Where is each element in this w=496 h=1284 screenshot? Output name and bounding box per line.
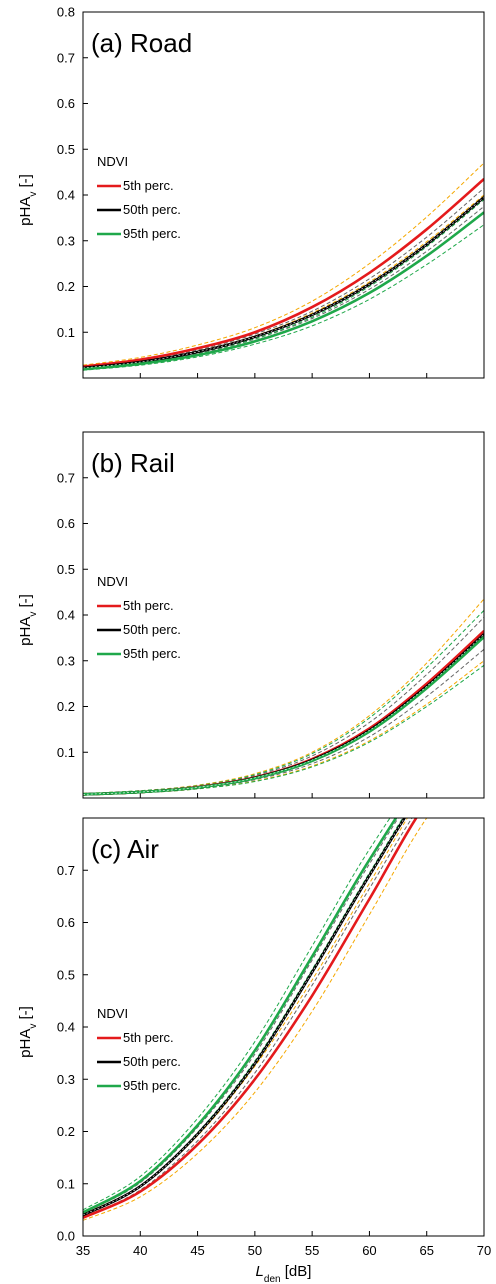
y-axis-title: pHAv [-]: [17, 594, 39, 646]
panel-title: (a) Road: [91, 28, 192, 58]
ci-line-upper: [83, 162, 484, 366]
series-line: [83, 178, 484, 368]
x-tick-label: 50: [248, 1243, 262, 1258]
ci-line-lower: [83, 224, 484, 371]
ci-line-lower: [83, 664, 484, 796]
legend-label: 50th perc.: [123, 622, 181, 637]
ci-line-upper: [83, 199, 484, 369]
y-tick-label: 0.5: [57, 562, 75, 577]
median-center-line: [83, 633, 484, 795]
y-tick-label: 0.2: [57, 1124, 75, 1139]
series-line: [83, 818, 418, 1219]
plot-frame: [82, 431, 485, 799]
series-line: [83, 818, 407, 1217]
legend-label: 50th perc.: [123, 1054, 181, 1069]
ci-line-upper: [83, 818, 399, 1214]
y-tick-label: 0.1: [57, 325, 75, 340]
panel-title: (b) Rail: [91, 448, 175, 478]
curves: [83, 162, 484, 371]
curves: [83, 818, 428, 1221]
legend-label: 5th perc.: [123, 178, 174, 193]
y-tick-label: 0.6: [57, 516, 75, 531]
ci-line-lower: [83, 818, 428, 1221]
ci-line-upper: [83, 616, 484, 795]
legend-label: 95th perc.: [123, 226, 181, 241]
y-axis-title: pHAv [-]: [17, 1006, 39, 1058]
y-tick-label: 0.5: [57, 142, 75, 157]
series-line: [83, 211, 484, 371]
y-tick-label: 0.4: [57, 188, 75, 203]
legend-title: NDVI: [97, 1006, 128, 1021]
legend-title: NDVI: [97, 154, 128, 169]
y-tick-label: 0.4: [57, 1020, 75, 1035]
plot-frame: [82, 11, 485, 379]
panel-2: 0.0 0.1 0.2 0.3 0.4 0.5 0.6 0.7 35 40 45 50 55 60 65 70…: [17, 817, 491, 1258]
legend-label: 5th perc.: [123, 1030, 174, 1045]
median-center-line: [83, 197, 484, 369]
y-tick-label: 0.2: [57, 699, 75, 714]
y-tick-label: 0.1: [57, 1176, 75, 1191]
legend-label: 5th perc.: [123, 598, 174, 613]
ci-line-upper: [83, 818, 408, 1215]
median-center-line: [83, 818, 405, 1216]
curves: [83, 598, 484, 796]
legend-label: 95th perc.: [123, 646, 181, 661]
ci-line-upper: [83, 818, 391, 1211]
ci-line-lower: [83, 818, 404, 1216]
x-tick-label: 55: [305, 1243, 319, 1258]
y-tick-label: 0.6: [57, 915, 75, 930]
x-tick-label: 65: [419, 1243, 433, 1258]
panel-0: 0.1 0.2 0.3 0.4 0.5 0.6 0.7 0.8 (a) Road NDVI 5th …: [17, 5, 485, 379]
x-tick-label: 45: [190, 1243, 204, 1258]
y-tick-label: 0.8: [57, 5, 75, 20]
y-tick-label: 0.1: [57, 745, 75, 760]
y-tick-label: 0.5: [57, 967, 75, 982]
y-axis-title: pHAv [-]: [17, 174, 39, 226]
ci-line-lower: [83, 648, 484, 796]
panel-title: (c) Air: [91, 834, 159, 864]
plot-frame: [82, 817, 485, 1237]
legend-label: 95th perc.: [123, 1078, 181, 1093]
legend-label: 50th perc.: [123, 202, 181, 217]
y-tick-label: 0.2: [57, 279, 75, 294]
x-tick-label: 35: [76, 1243, 90, 1258]
y-tick-label: 0.7: [57, 863, 75, 878]
ci-line-upper: [83, 610, 484, 794]
panel-1: 0.1 0.2 0.3 0.4 0.5 0.6 0.7 (b) Rail NDVI 5th per…: [17, 431, 485, 799]
x-tick-label: 70: [477, 1243, 491, 1258]
y-tick-label: 0.4: [57, 608, 75, 623]
series-line: [83, 818, 398, 1214]
ci-line-lower: [83, 660, 484, 796]
x-tick-label: 40: [133, 1243, 147, 1258]
y-tick-label: 0.7: [57, 470, 75, 485]
series-line: [83, 196, 484, 370]
x-tick-label: 60: [362, 1243, 376, 1258]
ci-line-lower: [83, 818, 413, 1218]
y-tick-label: 0.7: [57, 50, 75, 65]
y-tick-label: 0.0: [57, 1229, 75, 1244]
y-tick-label: 0.3: [57, 653, 75, 668]
legend-title: NDVI: [97, 574, 128, 589]
x-axis-title: Lden [dB]: [256, 1263, 312, 1284]
y-tick-label: 0.3: [57, 233, 75, 248]
y-tick-label: 0.3: [57, 1072, 75, 1087]
ci-line-lower: [83, 194, 484, 369]
y-tick-label: 0.6: [57, 96, 75, 111]
